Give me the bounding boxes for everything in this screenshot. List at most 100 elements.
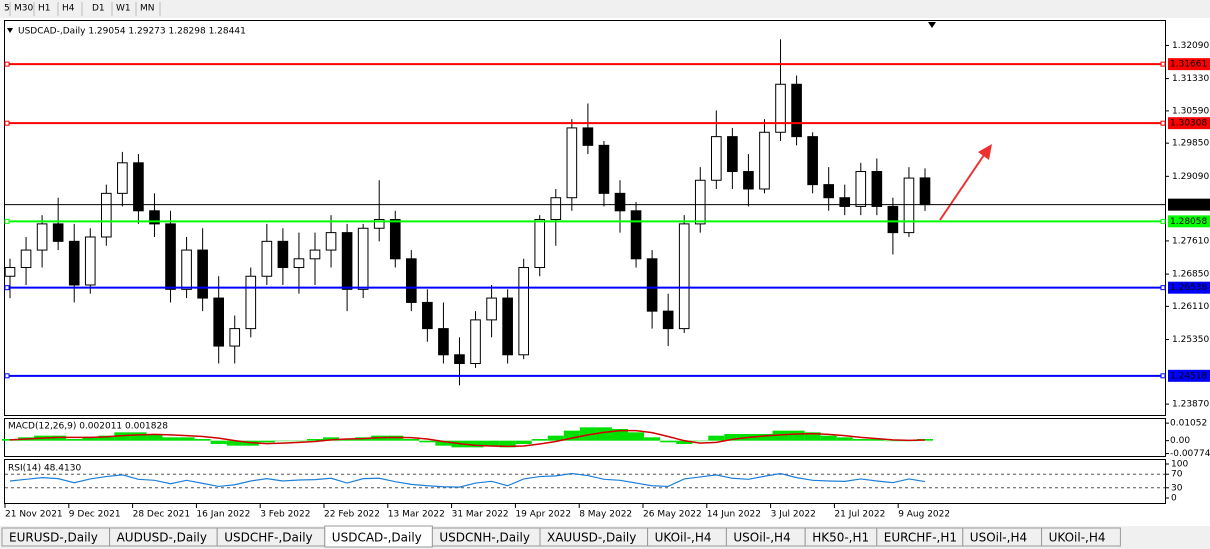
- candle-body: [791, 83, 802, 138]
- level-handle: [1160, 120, 1166, 126]
- level-handle: [1160, 285, 1166, 291]
- level-handle: [4, 61, 10, 67]
- timeframe-button[interactable]: 5: [4, 4, 10, 14]
- macd-bar: [724, 434, 741, 441]
- candle-body: [775, 83, 786, 133]
- candle-body: [277, 240, 289, 269]
- timeframe-button[interactable]: D1: [92, 4, 105, 14]
- candle-body: [550, 197, 562, 221]
- rsi-label: RSI(14) 48.4130: [8, 464, 81, 474]
- macd-bar: [756, 434, 773, 441]
- y-tick-label: 1.26850: [1172, 270, 1209, 280]
- macd-bar: [306, 439, 324, 441]
- candle-body: [646, 258, 658, 312]
- date-label: 21 Nov 2021: [5, 510, 63, 520]
- date-label: 21 Jul 2022: [834, 510, 885, 520]
- timeframe-button[interactable]: H1: [38, 4, 51, 14]
- timeframe-button[interactable]: W1: [116, 4, 131, 14]
- candle-body: [454, 354, 465, 365]
- candle-body: [887, 205, 899, 234]
- candle-body: [389, 219, 401, 260]
- main-panel: [4, 20, 1166, 416]
- candle-body: [839, 197, 851, 207]
- date-label: 14 Jun 2022: [707, 510, 761, 520]
- tab-label[interactable]: USDCNH-,Daily: [439, 531, 530, 545]
- macd-bar: [130, 432, 147, 441]
- macd-bar: [323, 437, 340, 441]
- date-label: 9 Dec 2021: [69, 510, 121, 520]
- macd-bar: [628, 432, 645, 441]
- tab-label[interactable]: HK50-,H1: [812, 531, 869, 545]
- price-label: 1.26538: [1170, 283, 1207, 293]
- candle-body: [743, 171, 754, 190]
- tab[interactable]: [1041, 527, 1121, 547]
- y-tick-label: 1.29090: [1172, 172, 1209, 182]
- candle-body: [470, 319, 481, 365]
- macd-bar: [515, 440, 532, 444]
- candle-body: [341, 232, 353, 290]
- macd-bar: [692, 440, 709, 442]
- macd-bar: [788, 430, 805, 441]
- tab-label[interactable]: USDCAD-,Daily: [332, 531, 422, 545]
- candle-body: [662, 310, 674, 330]
- macd-bar: [467, 440, 484, 448]
- tab-label[interactable]: UKOil-,H4: [1049, 531, 1106, 545]
- tab-label[interactable]: USOil-,H4: [733, 531, 790, 545]
- price-label-box: [1168, 198, 1210, 211]
- macd-tick-label: -0.007744: [1170, 449, 1210, 459]
- macd-bar: [339, 439, 356, 441]
- macd-tick-label: 0.01052: [1170, 419, 1207, 429]
- tab-label[interactable]: USDCHF-,Daily: [224, 531, 312, 545]
- candle-body: [871, 171, 883, 207]
- macd-bar: [435, 440, 452, 446]
- macd-bar: [403, 439, 420, 441]
- candle-body: [245, 275, 257, 330]
- timeframe-button[interactable]: M30: [14, 4, 33, 14]
- macd-bar: [660, 440, 677, 443]
- date-label: 3 Jul 2022: [771, 510, 816, 520]
- macd-bar: [146, 434, 163, 441]
- title-marker: [7, 28, 13, 33]
- candle-body: [518, 267, 529, 356]
- price-label-box: [1168, 369, 1210, 382]
- macd-bar: [644, 437, 661, 441]
- y-tick-label: 1.32090: [1172, 41, 1209, 51]
- tab-label[interactable]: UKOil-,H4: [655, 531, 712, 545]
- candle-body: [534, 219, 546, 269]
- candle-body: [133, 162, 144, 212]
- candle-body: [566, 127, 578, 199]
- y-tick-label: 1.25350: [1172, 335, 1209, 345]
- timeframe-button[interactable]: MN: [140, 4, 155, 14]
- macd-bar: [258, 440, 275, 443]
- tab-label[interactable]: EURCHF-,H1: [884, 531, 957, 545]
- macd-bar: [579, 427, 596, 441]
- macd-bar: [531, 439, 548, 441]
- candle-body: [117, 162, 128, 194]
- candle-body: [373, 219, 385, 229]
- level-handle: [1160, 218, 1166, 224]
- candle-body: [614, 192, 626, 212]
- rsi-tick-label: 0: [1171, 494, 1177, 504]
- macd-bar: [194, 439, 211, 441]
- macd-bar: [499, 440, 516, 448]
- level-handle: [1160, 373, 1166, 379]
- candle-body: [261, 240, 273, 277]
- candle-body: [213, 297, 225, 347]
- tab-label[interactable]: USOil-,H4: [970, 531, 1027, 545]
- tab-label[interactable]: AUDUSD-,Daily: [117, 531, 207, 545]
- candle-body: [36, 223, 48, 251]
- level-handle: [4, 120, 10, 126]
- candle-body: [357, 227, 369, 290]
- candle-body: [823, 184, 834, 199]
- timeframe-button[interactable]: H4: [62, 4, 75, 14]
- annotation-arrow: [939, 151, 987, 221]
- tab-label[interactable]: XAUUSD-,Daily: [547, 531, 636, 545]
- tab-label[interactable]: EURUSD-,Daily: [9, 531, 98, 545]
- macd-bar: [708, 435, 725, 441]
- macd-bar: [210, 440, 227, 444]
- candle-body: [807, 136, 818, 186]
- macd-bar: [595, 427, 612, 441]
- candle-body: [694, 179, 706, 225]
- annotation-arrowhead: [978, 144, 992, 160]
